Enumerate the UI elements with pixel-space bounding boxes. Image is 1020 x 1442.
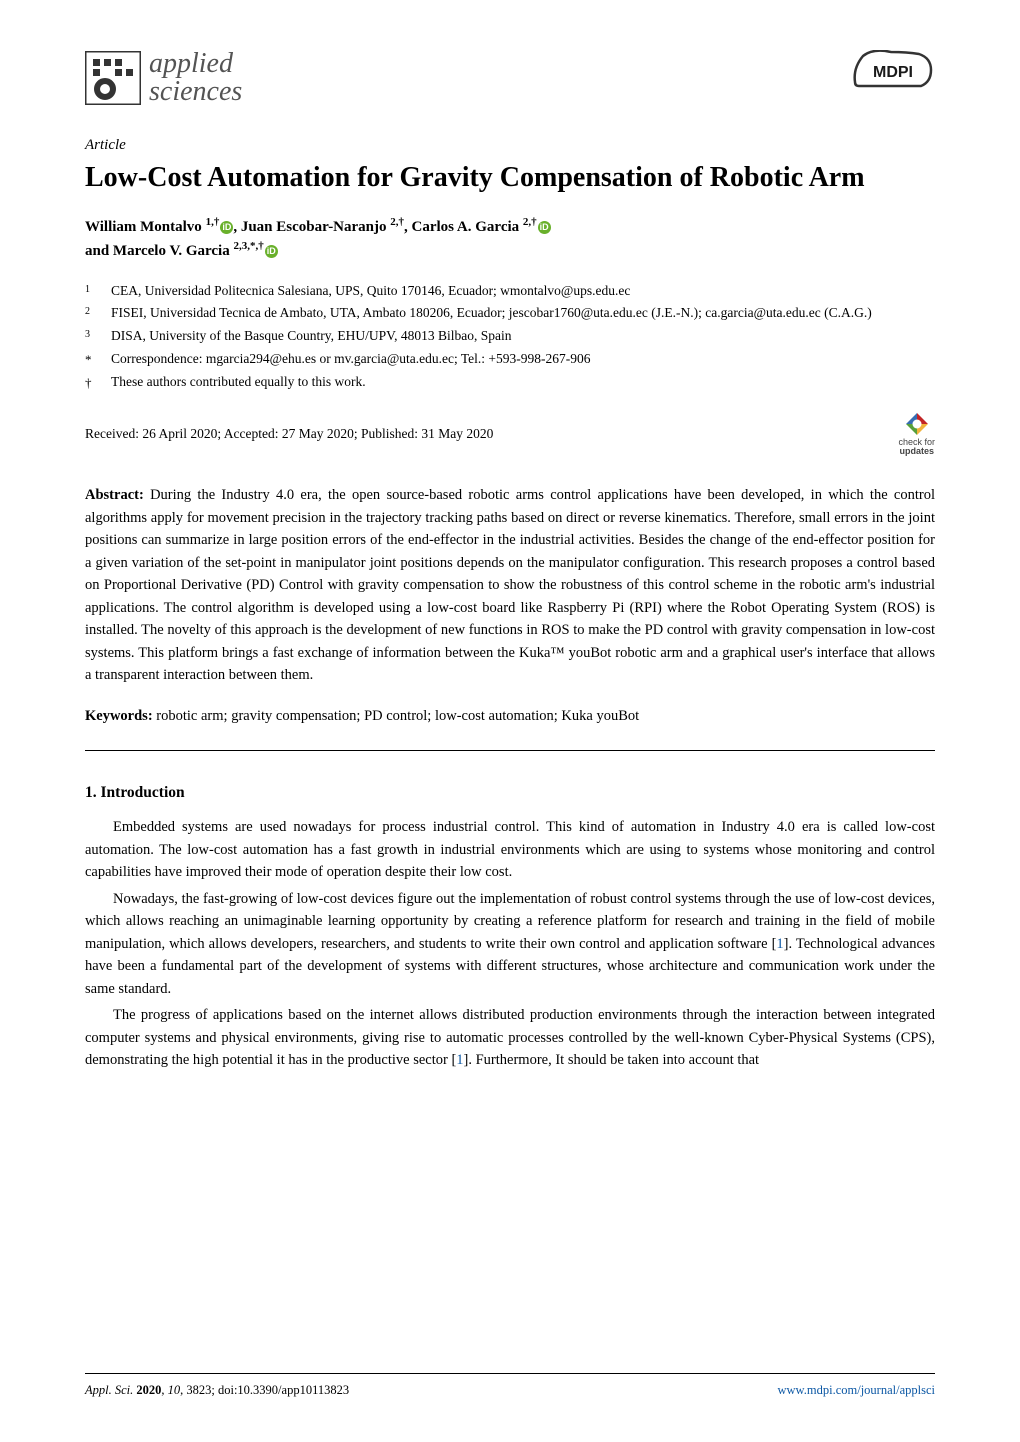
affiliation-row: † These authors contributed equally to t…	[85, 372, 935, 393]
affiliation-row: 1 CEA, Universidad Politecnica Salesiana…	[85, 281, 935, 301]
section-divider	[85, 750, 935, 751]
body-paragraph: Nowadays, the fast-growing of low-cost d…	[85, 888, 935, 1000]
mdpi-text: MDPI	[873, 64, 913, 81]
check-updates-badge[interactable]: check forupdates	[898, 411, 935, 456]
affiliation-text: Correspondence: mgarcia294@ehu.es or mv.…	[111, 349, 935, 370]
article-type-label: Article	[85, 134, 935, 157]
keywords-label: Keywords:	[85, 708, 153, 724]
affiliation-text: FISEI, Universidad Tecnica de Ambato, UT…	[111, 303, 935, 323]
affiliation-number: 2	[85, 303, 97, 323]
footer-year: 2020	[136, 1383, 161, 1397]
keywords-block: Keywords: robotic arm; gravity compensat…	[85, 706, 935, 728]
body-paragraph: The progress of applications based on th…	[85, 1004, 935, 1071]
affiliation-number: †	[85, 372, 97, 393]
footer-doi: , 3823; doi:10.3390/app10113823	[180, 1383, 349, 1397]
paper-title: Low-Cost Automation for Gravity Compensa…	[85, 160, 935, 196]
footer-citation: Appl. Sci. 2020, 10, 3823; doi:10.3390/a…	[85, 1381, 349, 1400]
abstract-block: Abstract: During the Industry 4.0 era, t…	[85, 484, 935, 686]
mdpi-logo: MDPI	[851, 50, 935, 90]
author-text: William Montalvo	[85, 219, 206, 235]
author-text: , Juan Escobar-Naranjo	[233, 219, 390, 235]
mdpi-logo-icon: MDPI	[851, 50, 935, 90]
page-footer: Appl. Sci. 2020, 10, 3823; doi:10.3390/a…	[85, 1381, 935, 1400]
footer-url[interactable]: www.mdpi.com/journal/applsci	[778, 1381, 936, 1400]
footer-journal: Appl. Sci.	[85, 1383, 136, 1397]
abstract-label: Abstract:	[85, 487, 144, 503]
applied-sciences-logo: applied sciences	[85, 50, 242, 106]
author-affil-sup: 1,†	[206, 216, 220, 228]
section-heading: 1. Introduction	[85, 781, 935, 804]
author-affil-sup: 2,3,*,†	[233, 240, 263, 252]
footer-divider	[85, 1373, 935, 1374]
logo-text-line2: sciences	[149, 78, 242, 106]
affiliation-number: 3	[85, 326, 97, 346]
affiliation-number: *	[85, 349, 97, 370]
orcid-icon[interactable]: iD	[538, 221, 551, 234]
check-updates-icon	[904, 411, 930, 437]
affiliation-number: 1	[85, 281, 97, 301]
affiliation-text: DISA, University of the Basque Country, …	[111, 326, 935, 346]
footer-volume: 10	[168, 1383, 181, 1397]
affiliation-row: * Correspondence: mgarcia294@ehu.es or m…	[85, 349, 935, 370]
affiliations-block: 1 CEA, Universidad Politecnica Salesiana…	[85, 281, 935, 393]
dates-row: Received: 26 April 2020; Accepted: 27 Ma…	[85, 411, 935, 456]
journal-logo-icon	[85, 51, 141, 105]
keywords-text: robotic arm; gravity compensation; PD co…	[153, 708, 639, 724]
affiliation-text: These authors contributed equally to thi…	[111, 372, 935, 393]
affiliation-text: CEA, Universidad Politecnica Salesiana, …	[111, 281, 935, 301]
orcid-icon[interactable]: iD	[220, 221, 233, 234]
page-header: applied sciences MDPI	[85, 50, 935, 106]
paragraph-text: ]. Furthermore, It should be taken into …	[464, 1052, 760, 1068]
logo-text-line1: applied	[149, 50, 242, 78]
body-paragraph: Embedded systems are used nowadays for p…	[85, 816, 935, 883]
check-updates-text2: updates	[899, 446, 934, 456]
publication-dates: Received: 26 April 2020; Accepted: 27 Ma…	[85, 424, 493, 444]
author-affil-sup: 2,†	[390, 216, 404, 228]
citation-link[interactable]: 1	[776, 936, 783, 952]
author-affil-sup: 2,†	[523, 216, 537, 228]
orcid-icon[interactable]: iD	[265, 245, 278, 258]
citation-link[interactable]: 1	[456, 1052, 463, 1068]
affiliation-row: 2 FISEI, Universidad Tecnica de Ambato, …	[85, 303, 935, 323]
author-text: , Carlos A. Garcia	[404, 219, 523, 235]
abstract-text: During the Industry 4.0 era, the open so…	[85, 487, 935, 683]
affiliation-row: 3 DISA, University of the Basque Country…	[85, 326, 935, 346]
author-text: and Marcelo V. Garcia	[85, 243, 233, 259]
authors-block: William Montalvo 1,†iD, Juan Escobar-Nar…	[85, 214, 935, 263]
